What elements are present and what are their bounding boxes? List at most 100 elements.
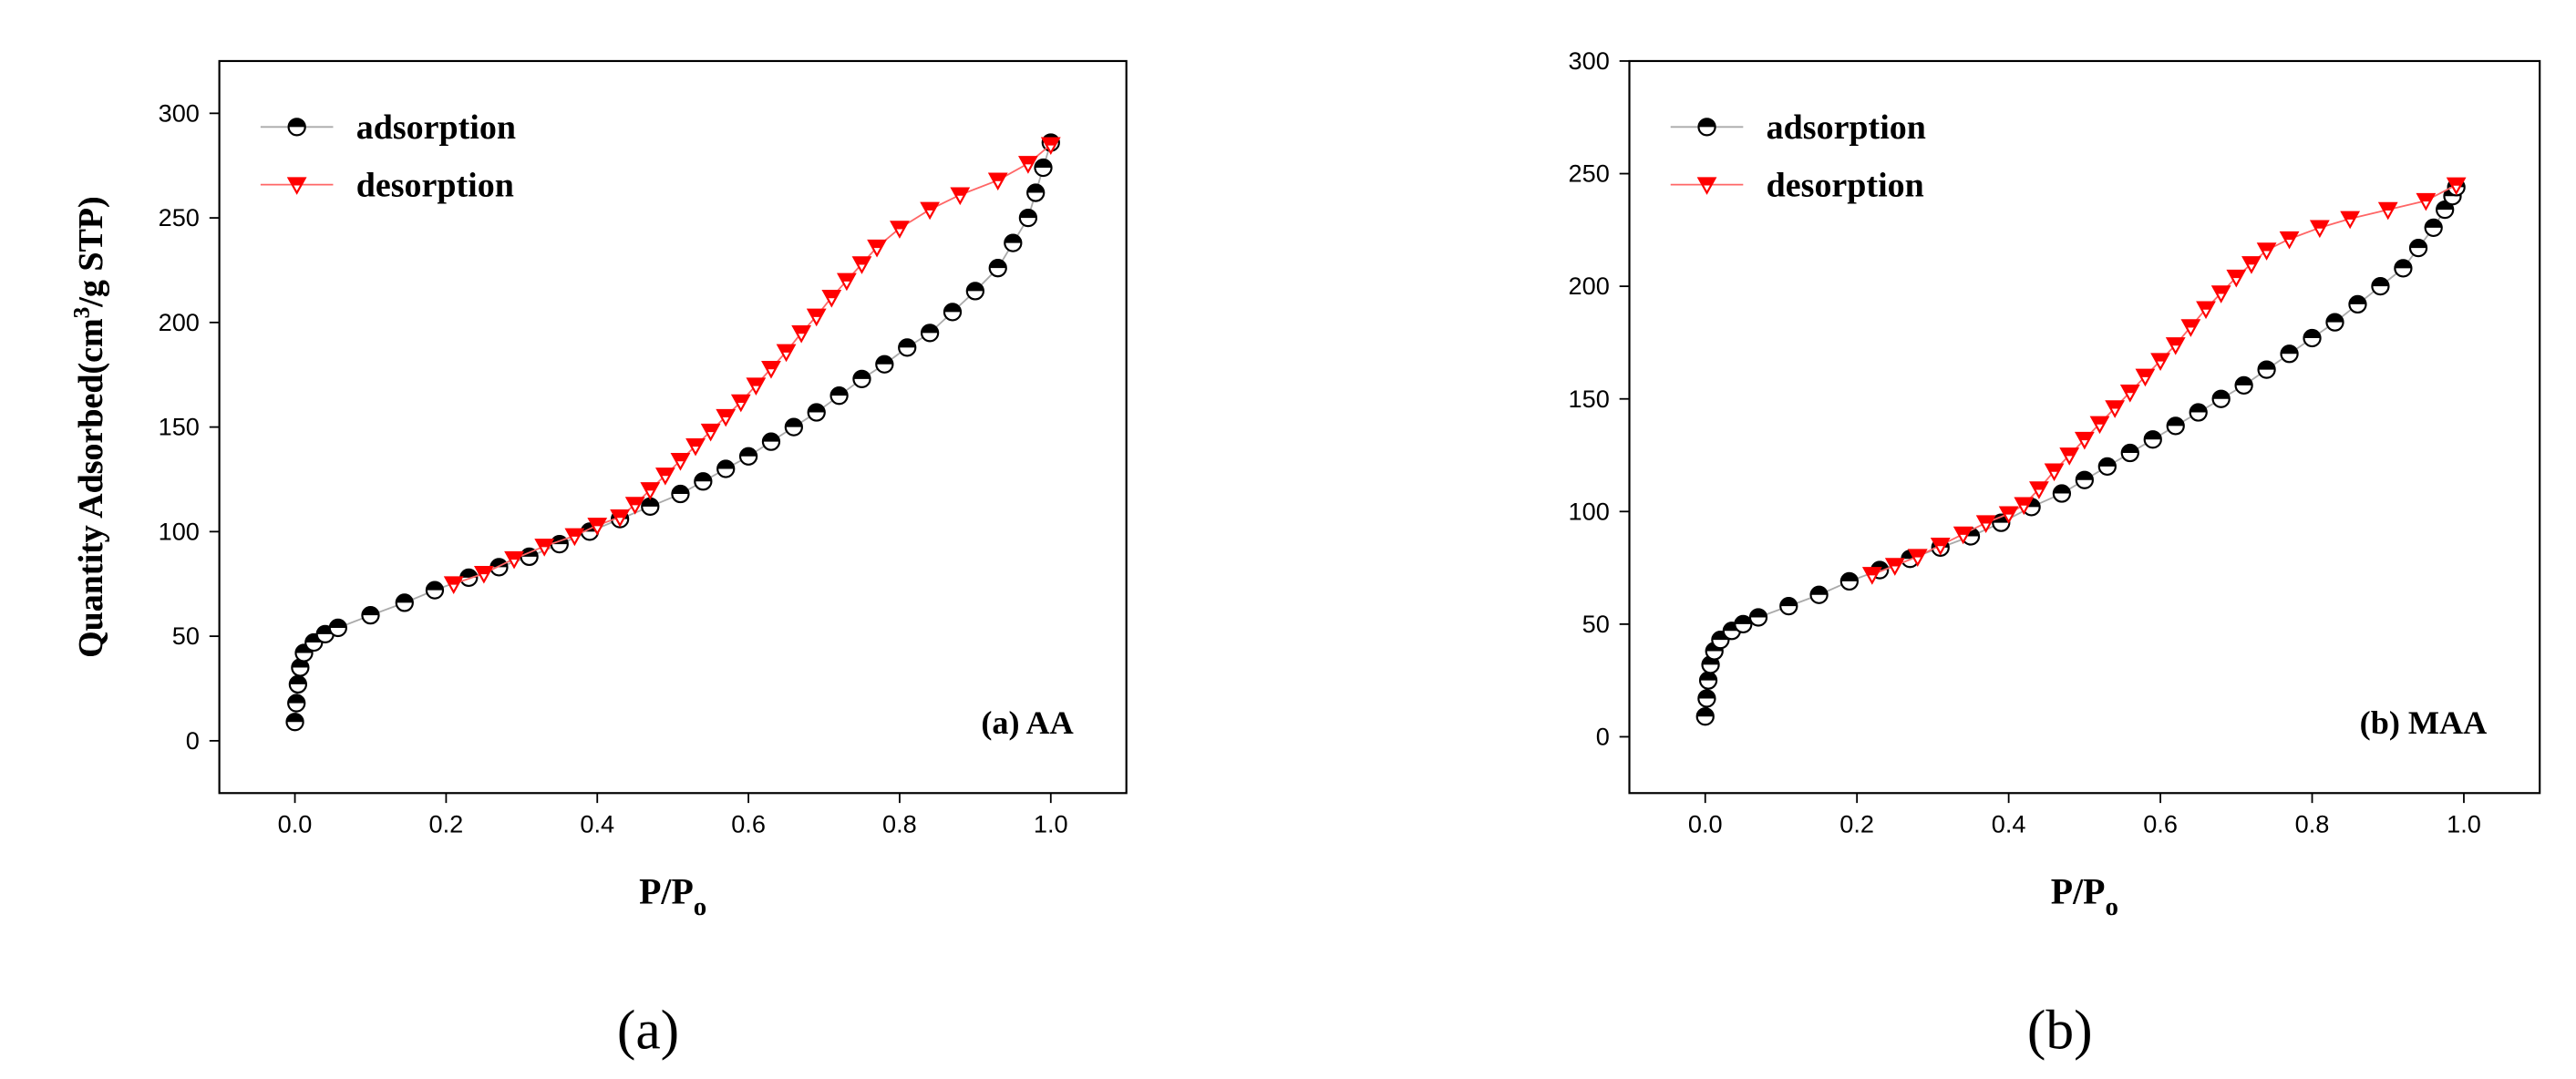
data-point [641,497,660,516]
marker-fill [2167,417,2184,426]
marker-fill [2409,240,2427,249]
data-point [1861,567,1882,585]
marker-fill [1863,568,1880,576]
marker-fill [2379,202,2396,211]
y-axis-label-sup: 3 [69,307,95,319]
marker-fill [672,486,689,495]
legend-item: desorption [1670,166,1924,204]
marker-fill [1019,157,1036,165]
marker-fill [989,173,1006,181]
data-point [459,568,479,587]
data-point [2340,211,2361,230]
data-point [2257,360,2276,379]
marker-fill [2091,416,2108,425]
marker-fill [2425,219,2442,228]
data-point [2226,269,2247,288]
data-point [2280,344,2299,364]
marker-fill [1886,559,1903,567]
marker-fill [2121,385,2138,394]
annotation: (b) MAA [2360,704,2488,741]
data-point [776,344,797,363]
data-point [875,355,894,374]
marker-fill [891,221,908,230]
x-tick-label: 0.6 [731,810,766,838]
marker-fill [2447,178,2465,186]
marker-fill [732,395,749,403]
marker-fill [2242,257,2260,265]
x-tick-label: 0.4 [580,810,614,838]
marker-fill [589,519,606,527]
y-tick-label: 250 [159,203,200,231]
data-point [965,282,984,301]
y-axis-label-part: Quantity Adsorbed(cm [72,318,110,657]
marker-fill [1932,539,1949,547]
y-axis-label-part: Quantity Adsorbed(cm [72,318,110,657]
data-point [988,259,1007,278]
data-point [2325,313,2344,332]
marker-fill [876,355,893,365]
marker-fill [1909,550,1926,558]
marker-fill [2212,390,2230,399]
marker-fill [1700,672,1717,681]
marker-fill [1027,184,1045,193]
marker-fill [2281,231,2298,241]
data-point [671,484,690,504]
data-point [685,437,706,457]
marker-fill [2258,361,2275,370]
caption: (b) [2027,1000,2093,1062]
data-point [1998,506,2019,525]
y-tick-label: 50 [1582,610,1610,638]
marker-fill [793,326,810,334]
y-tick-label: 300 [1569,46,1610,75]
data-point [1779,596,1798,616]
marker-fill [785,418,802,427]
data-point [287,694,306,713]
y-tick-label: 200 [1569,272,1610,300]
data-point [987,172,1008,191]
marker-fill [762,362,780,370]
marker-fill [1954,527,1972,535]
marker-fill [2417,193,2435,202]
marker-fill [717,460,735,469]
data-point [2074,431,2095,450]
marker-fill [2395,260,2412,269]
x-tick-label: 1.0 [2447,810,2481,838]
x-axis-label: P/Po [639,871,706,921]
marker-fill [288,694,305,704]
data-point [2165,337,2186,355]
marker-fill [966,283,984,292]
marker-fill [642,483,659,491]
marker-fill [2190,404,2207,413]
marker-fill [2098,457,2116,467]
marker-fill [808,309,825,317]
data-point [564,528,585,547]
marker-fill [536,540,553,548]
data-point [730,394,751,413]
marker-fill [288,178,305,186]
marker-fill [2326,313,2344,323]
y-tick-label: 0 [1596,723,1610,751]
data-point [1018,208,1038,228]
marker-fill [1780,598,1798,607]
data-point [2120,443,2139,463]
data-point [2075,470,2094,489]
marker-fill [2342,211,2359,220]
data-point [1884,558,1905,576]
data-point [746,377,767,396]
marker-fill [830,387,848,396]
marker-fill [288,118,305,128]
data-point [2210,285,2231,303]
marker-fill [808,404,825,413]
legend-item: adsorption [1670,108,1926,147]
y-tick-label: 200 [159,308,200,336]
data-point [1695,707,1715,726]
x-axis-label-part: P/P [639,871,694,911]
data-point [2097,457,2117,476]
legend-item: desorption [260,166,514,204]
marker-fill [2197,302,2215,310]
data-point [2143,430,2162,449]
data-point [2196,301,2216,320]
marker-fill [695,473,712,482]
marker-fill [2030,482,2047,490]
data-point [1953,526,1973,545]
